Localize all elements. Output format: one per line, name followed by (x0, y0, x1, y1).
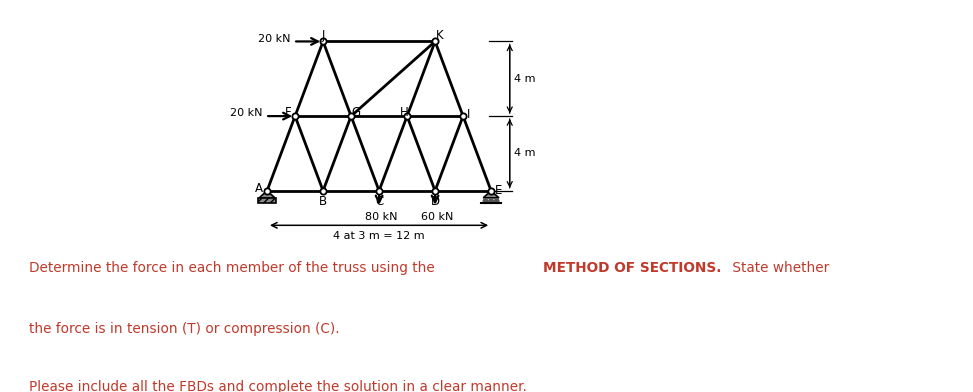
Text: the force is in tension (T) or compression (C).: the force is in tension (T) or compressi… (29, 322, 340, 336)
Text: A: A (255, 182, 263, 195)
Text: H: H (400, 105, 409, 118)
Text: Determine the force in each member of the truss using the: Determine the force in each member of th… (29, 261, 439, 276)
Text: 20 kN: 20 kN (258, 34, 290, 44)
Text: D: D (430, 194, 440, 207)
Polygon shape (258, 198, 276, 203)
Text: 60 kN: 60 kN (420, 212, 453, 222)
Text: B: B (319, 194, 327, 207)
Text: METHOD OF SECTIONS.: METHOD OF SECTIONS. (544, 261, 722, 276)
Polygon shape (484, 191, 499, 198)
Text: State whether: State whether (728, 261, 829, 276)
Circle shape (494, 199, 499, 203)
Polygon shape (259, 191, 275, 198)
Text: K: K (436, 29, 444, 42)
Text: 80 kN: 80 kN (365, 212, 397, 222)
Text: 4 m: 4 m (515, 149, 536, 158)
Text: 4 m: 4 m (515, 74, 536, 84)
Text: G: G (351, 105, 360, 118)
Circle shape (488, 199, 493, 203)
Text: Please include all the FBDs and complete the solution in a clear manner.: Please include all the FBDs and complete… (29, 380, 526, 392)
Text: C: C (375, 194, 383, 207)
Text: I: I (467, 108, 470, 121)
Text: J: J (321, 29, 325, 42)
Text: 4 at 3 m = 12 m: 4 at 3 m = 12 m (334, 231, 425, 241)
Text: 20 kN: 20 kN (230, 108, 263, 118)
Text: E: E (495, 184, 502, 197)
Circle shape (484, 199, 487, 203)
Text: F: F (285, 105, 292, 118)
